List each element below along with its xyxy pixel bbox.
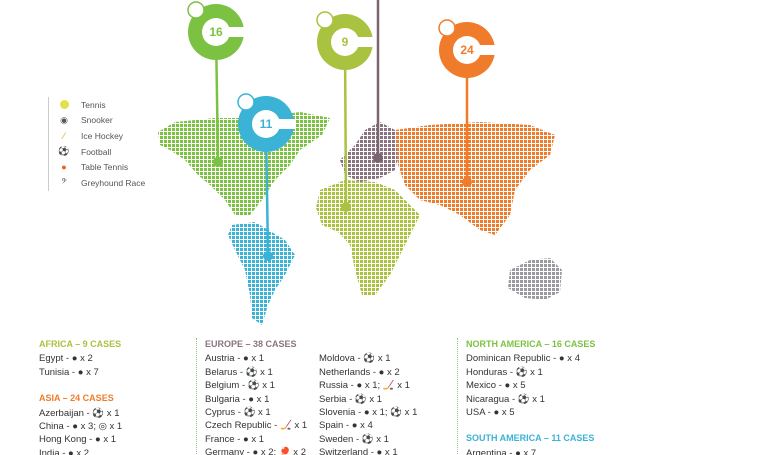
pin-north-america: 16 <box>187 1 246 167</box>
legend-label: Snooker <box>81 115 113 126</box>
football-icon: ⚽ <box>58 146 70 157</box>
pin-south-america: 11 <box>237 93 296 261</box>
column-americas: NORTH AMERICA – 16 CASES Dominican Repub… <box>457 338 595 455</box>
list-item: Netherlands - ● x 2 <box>319 366 400 378</box>
africa-heading: AFRICA – 9 CASES <box>39 339 122 349</box>
europe-heading: EUROPE – 38 CASES <box>205 339 297 349</box>
list-item: Egypt - ● x 2 <box>39 353 93 365</box>
legend: Tennis ◉ Snooker ⁄ Ice Hockey ⚽ Football ● T… <box>48 97 145 191</box>
list-item: Austria - ● x 1 <box>205 353 265 365</box>
legend-item-tennis: Tennis <box>57 97 145 113</box>
list-item: Slovenia - ● x 1; ⚽ x 1 <box>319 407 418 419</box>
asia-heading: ASIA – 24 CASES <box>39 393 114 404</box>
list-item: Belgium - ⚽ x 1 <box>205 380 275 392</box>
pin-count-north-america: 16 <box>209 25 223 39</box>
greyhound-icon: 𝄢 <box>61 177 67 188</box>
europe-region <box>340 122 400 182</box>
column-europe: EUROPE – 38 CASES Austria - ● x 1 Belarus… <box>196 338 455 455</box>
north-america-heading: NORTH AMERICA – 16 CASES <box>466 339 596 349</box>
table-tennis-icon: ● <box>61 162 67 173</box>
column-africa-asia: AFRICA – 9 CASES Egypt - ● x 2 Tunisia -… <box>39 338 122 455</box>
tennis-ball-icon <box>57 99 71 110</box>
pin-count-africa: 9 <box>342 35 349 49</box>
list-item: Spain - ● x 4 <box>319 420 373 432</box>
list-item: Sweden - ⚽ x 1 <box>319 433 389 445</box>
legend-label: Football <box>81 146 112 157</box>
legend-item-snooker: ◉ Snooker <box>57 113 145 129</box>
list-item: Dominican Republic - ● x 4 <box>466 353 580 365</box>
list-item: Germany - ● x 2; 🏓 x 2 <box>205 447 306 455</box>
asia-region <box>395 122 555 235</box>
list-item: Bulgaria - ● x 1 <box>205 393 270 405</box>
list-item: Czech Republic - 🏒 x 1 <box>205 420 308 432</box>
pin-africa: 9 <box>316 11 375 212</box>
legend-label: Greyhound Race <box>81 177 146 188</box>
list-item: Tunisia - ● x 7 <box>39 366 99 378</box>
africa-region <box>316 180 420 295</box>
list-item: Serbia - ⚽ x 1 <box>319 393 383 405</box>
list-item: France - ● x 1 <box>205 433 265 445</box>
list-item: USA - ● x 5 <box>466 407 515 419</box>
legend-item-greyhound: 𝄢 Greyhound Race <box>57 175 145 191</box>
legend-item-ice-hockey: ⁄ Ice Hockey <box>57 128 145 144</box>
legend-item-football: ⚽ Football <box>57 144 145 160</box>
legend-item-table-tennis: ● Table Tennis <box>57 159 145 175</box>
list-item: China - ● x 3; ◎ x 1 <box>39 421 123 433</box>
pin-asia: 24 <box>438 19 497 187</box>
list-item: India - ● x 2 <box>39 447 90 455</box>
list-item: Cyprus - ⚽ x 1 <box>205 407 271 419</box>
pin-europe <box>373 0 383 163</box>
oceania-region <box>508 258 562 300</box>
list-item: Russia - ● x 1; 🏒 x 1 <box>319 380 410 392</box>
pin-count-asia: 24 <box>460 43 474 57</box>
legend-label: Ice Hockey <box>81 130 124 141</box>
list-item: Moldova - ⚽ x 1 <box>319 353 391 365</box>
list-item: Azerbaijan - ⚽ x 1 <box>39 407 120 419</box>
snooker-ball-icon: ◉ <box>60 114 68 125</box>
ice-hockey-icon: ⁄ <box>63 130 65 141</box>
list-item: Argentina - ● x 7 <box>466 447 537 455</box>
legend-label: Table Tennis <box>81 162 129 173</box>
south-america-heading: SOUTH AMERICA – 11 CASES <box>466 433 595 444</box>
list-item: Hong Kong - ● x 1 <box>39 434 117 446</box>
legend-label: Tennis <box>81 99 106 110</box>
list-item: Mexico - ● x 5 <box>466 380 526 392</box>
list-item: Belarus - ⚽ x 1 <box>205 366 273 378</box>
pin-count-south-america: 11 <box>260 117 273 131</box>
list-item: Nicaragua - ⚽ x 1 <box>466 393 545 405</box>
list-item: Honduras - ⚽ x 1 <box>466 366 543 378</box>
list-item: Switzerland - ● x 1 <box>319 447 398 455</box>
south-america-region <box>228 222 295 325</box>
